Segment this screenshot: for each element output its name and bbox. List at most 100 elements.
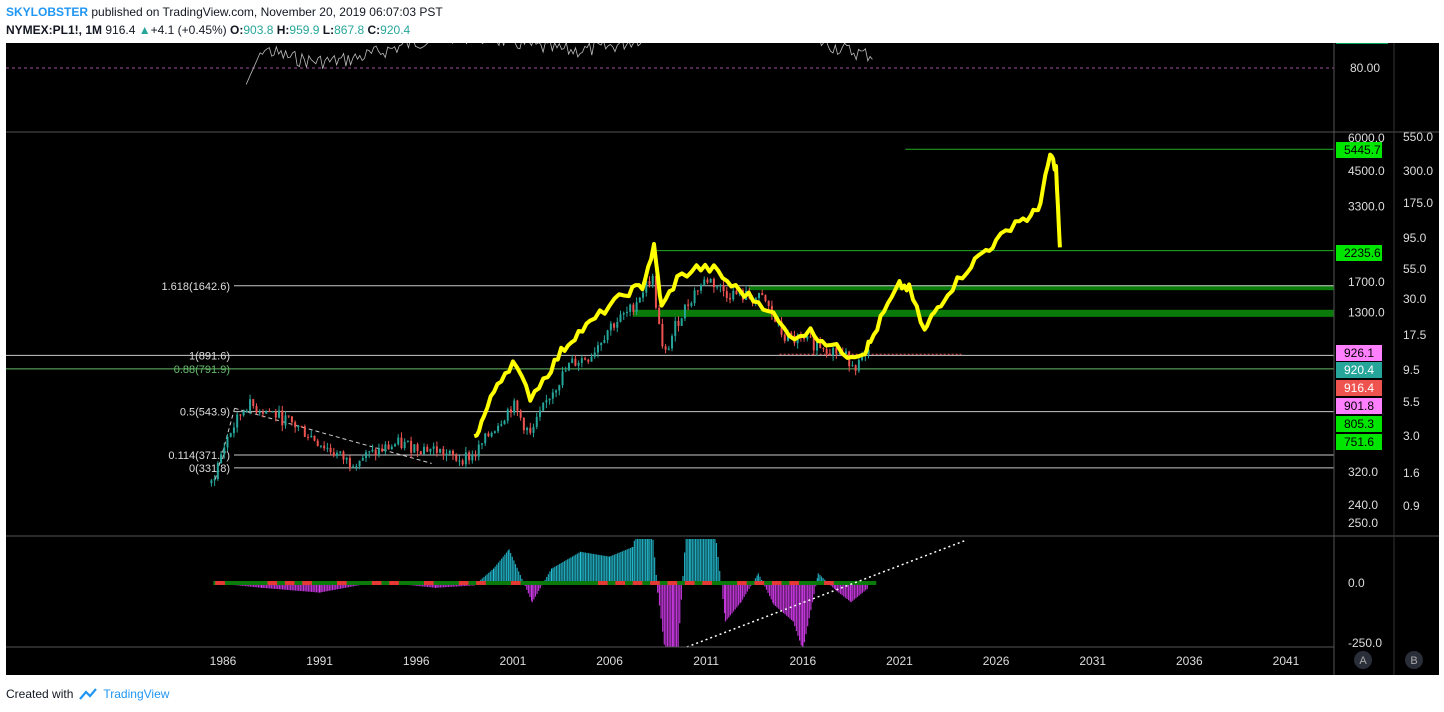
candle-body (638, 297, 641, 303)
candle-body (323, 445, 326, 449)
price-tick-label: 4500.0 (1348, 164, 1385, 178)
fib-level-label: 1(891.6) (189, 350, 230, 362)
open-value: 903.8 (243, 23, 274, 37)
candle-body (326, 447, 329, 449)
fib-level-label: 0.5(543.9) (180, 407, 230, 419)
support-zone (632, 309, 1334, 317)
candle-body (519, 410, 522, 418)
secondary-tick-label: 550.0 (1403, 130, 1433, 144)
candle-body (371, 449, 374, 452)
low-label: L: (322, 23, 335, 37)
candle-body (764, 295, 767, 301)
candle-body (236, 414, 239, 428)
author-name[interactable]: SKYLOBSTER (6, 5, 89, 19)
candle-body (767, 300, 770, 306)
momentum-panel[interactable]: 250.00.0-250.0-500.0 (213, 516, 1382, 710)
candle-body (307, 436, 310, 438)
candle-body (429, 448, 432, 452)
candle-body (822, 348, 825, 350)
candle-body (313, 435, 316, 441)
candle-body (729, 297, 732, 300)
candle-body (529, 427, 532, 433)
candle-body (216, 463, 219, 480)
rsi-tick-label: 80.00 (1350, 61, 1380, 75)
secondary-tick-label: 5.5 (1403, 395, 1420, 409)
candle-body (806, 336, 809, 339)
candle-body (851, 365, 854, 367)
candle-body (493, 431, 496, 433)
candle-body (571, 358, 574, 364)
candle-body (538, 410, 541, 417)
publish-line: SKYLOBSTER published on TradingView.com,… (6, 5, 443, 19)
candle-body (220, 454, 223, 464)
candle-body (255, 406, 258, 413)
candle-body (232, 427, 235, 434)
candle-body (310, 435, 313, 438)
candle-body (229, 433, 232, 437)
chart-area[interactable]: 80.0040.0050.64 1.618(1642.6) 1(891.6) 0.8… (6, 11, 1439, 710)
change-value: +4.1 (+0.45%) (150, 23, 227, 37)
candle-body (648, 280, 651, 285)
price-tick-label: 1300.0 (1348, 305, 1385, 319)
rsi-panel[interactable]: 80.0040.0050.64 (6, 11, 1388, 85)
candle-body (361, 457, 364, 461)
rsi-line (245, 11, 873, 85)
axis-button-b[interactable] (1405, 651, 1423, 669)
price-tag (1336, 434, 1382, 450)
candle-body (245, 410, 248, 412)
price-panel[interactable]: 1.618(1642.6) 1(891.6) 0.88(791.9) 0.5(543.… (6, 130, 1433, 513)
candle-body (468, 452, 471, 461)
candle-body (680, 318, 683, 326)
candle-body (477, 444, 480, 457)
candle-body (632, 304, 635, 312)
candle-body (722, 285, 725, 292)
price-tick-label: 320.0 (1348, 465, 1378, 479)
tradingview-cloud-icon (79, 688, 98, 700)
candle-body (545, 400, 548, 403)
candle-body (548, 398, 551, 401)
candle-body (303, 426, 306, 437)
price-tag-label: 5445.7 (1344, 143, 1381, 157)
candle-body (406, 440, 409, 442)
axis-button-a[interactable] (1354, 651, 1372, 669)
support-zone (748, 285, 1334, 291)
price-tag (1336, 398, 1382, 414)
candle-body (677, 321, 680, 326)
candle-body (329, 447, 332, 453)
rsi-value-tag (1336, 26, 1388, 44)
momentum-tick-label: -250.0 (1348, 636, 1382, 650)
time-tick-label: 2041 (1273, 654, 1300, 668)
candle-body (261, 412, 264, 414)
candle-body (809, 336, 812, 338)
time-tick-label: 1986 (210, 654, 237, 668)
candle-body (712, 278, 715, 288)
candle-body (394, 444, 397, 447)
projection-line (473, 152, 1062, 439)
time-tick-label: 2031 (1079, 654, 1106, 668)
candle-body (500, 424, 503, 426)
candle-body (268, 410, 271, 412)
candle-body (725, 291, 728, 298)
secondary-tick-label: 175.0 (1403, 196, 1433, 210)
candle-body (693, 290, 696, 304)
candle-body (265, 410, 268, 414)
candle-body (700, 284, 703, 291)
candle-body (703, 279, 706, 285)
candle-body (844, 351, 847, 354)
impulse-dashline (214, 408, 236, 480)
tradingview-brand[interactable]: TradingView (103, 687, 170, 701)
candle-body (803, 337, 806, 339)
candle-body (274, 411, 277, 418)
candle-body (336, 452, 339, 456)
chart-canvas[interactable]: 80.0040.0050.64 1.618(1642.6) 1(891.6) 0.8… (6, 11, 1439, 710)
candle-body (416, 444, 419, 452)
secondary-tick-label: 55.0 (1403, 262, 1427, 276)
candle-body (426, 446, 429, 452)
candle-body (284, 415, 287, 426)
candle-body (442, 448, 445, 456)
candle-body (423, 446, 426, 455)
candle-body (516, 400, 519, 411)
candle-body (654, 275, 657, 308)
axes: 1986 1991 1996 2001 2006 2011 2016 2021 2026 2031… (6, 43, 1439, 675)
candle-body (455, 455, 458, 461)
